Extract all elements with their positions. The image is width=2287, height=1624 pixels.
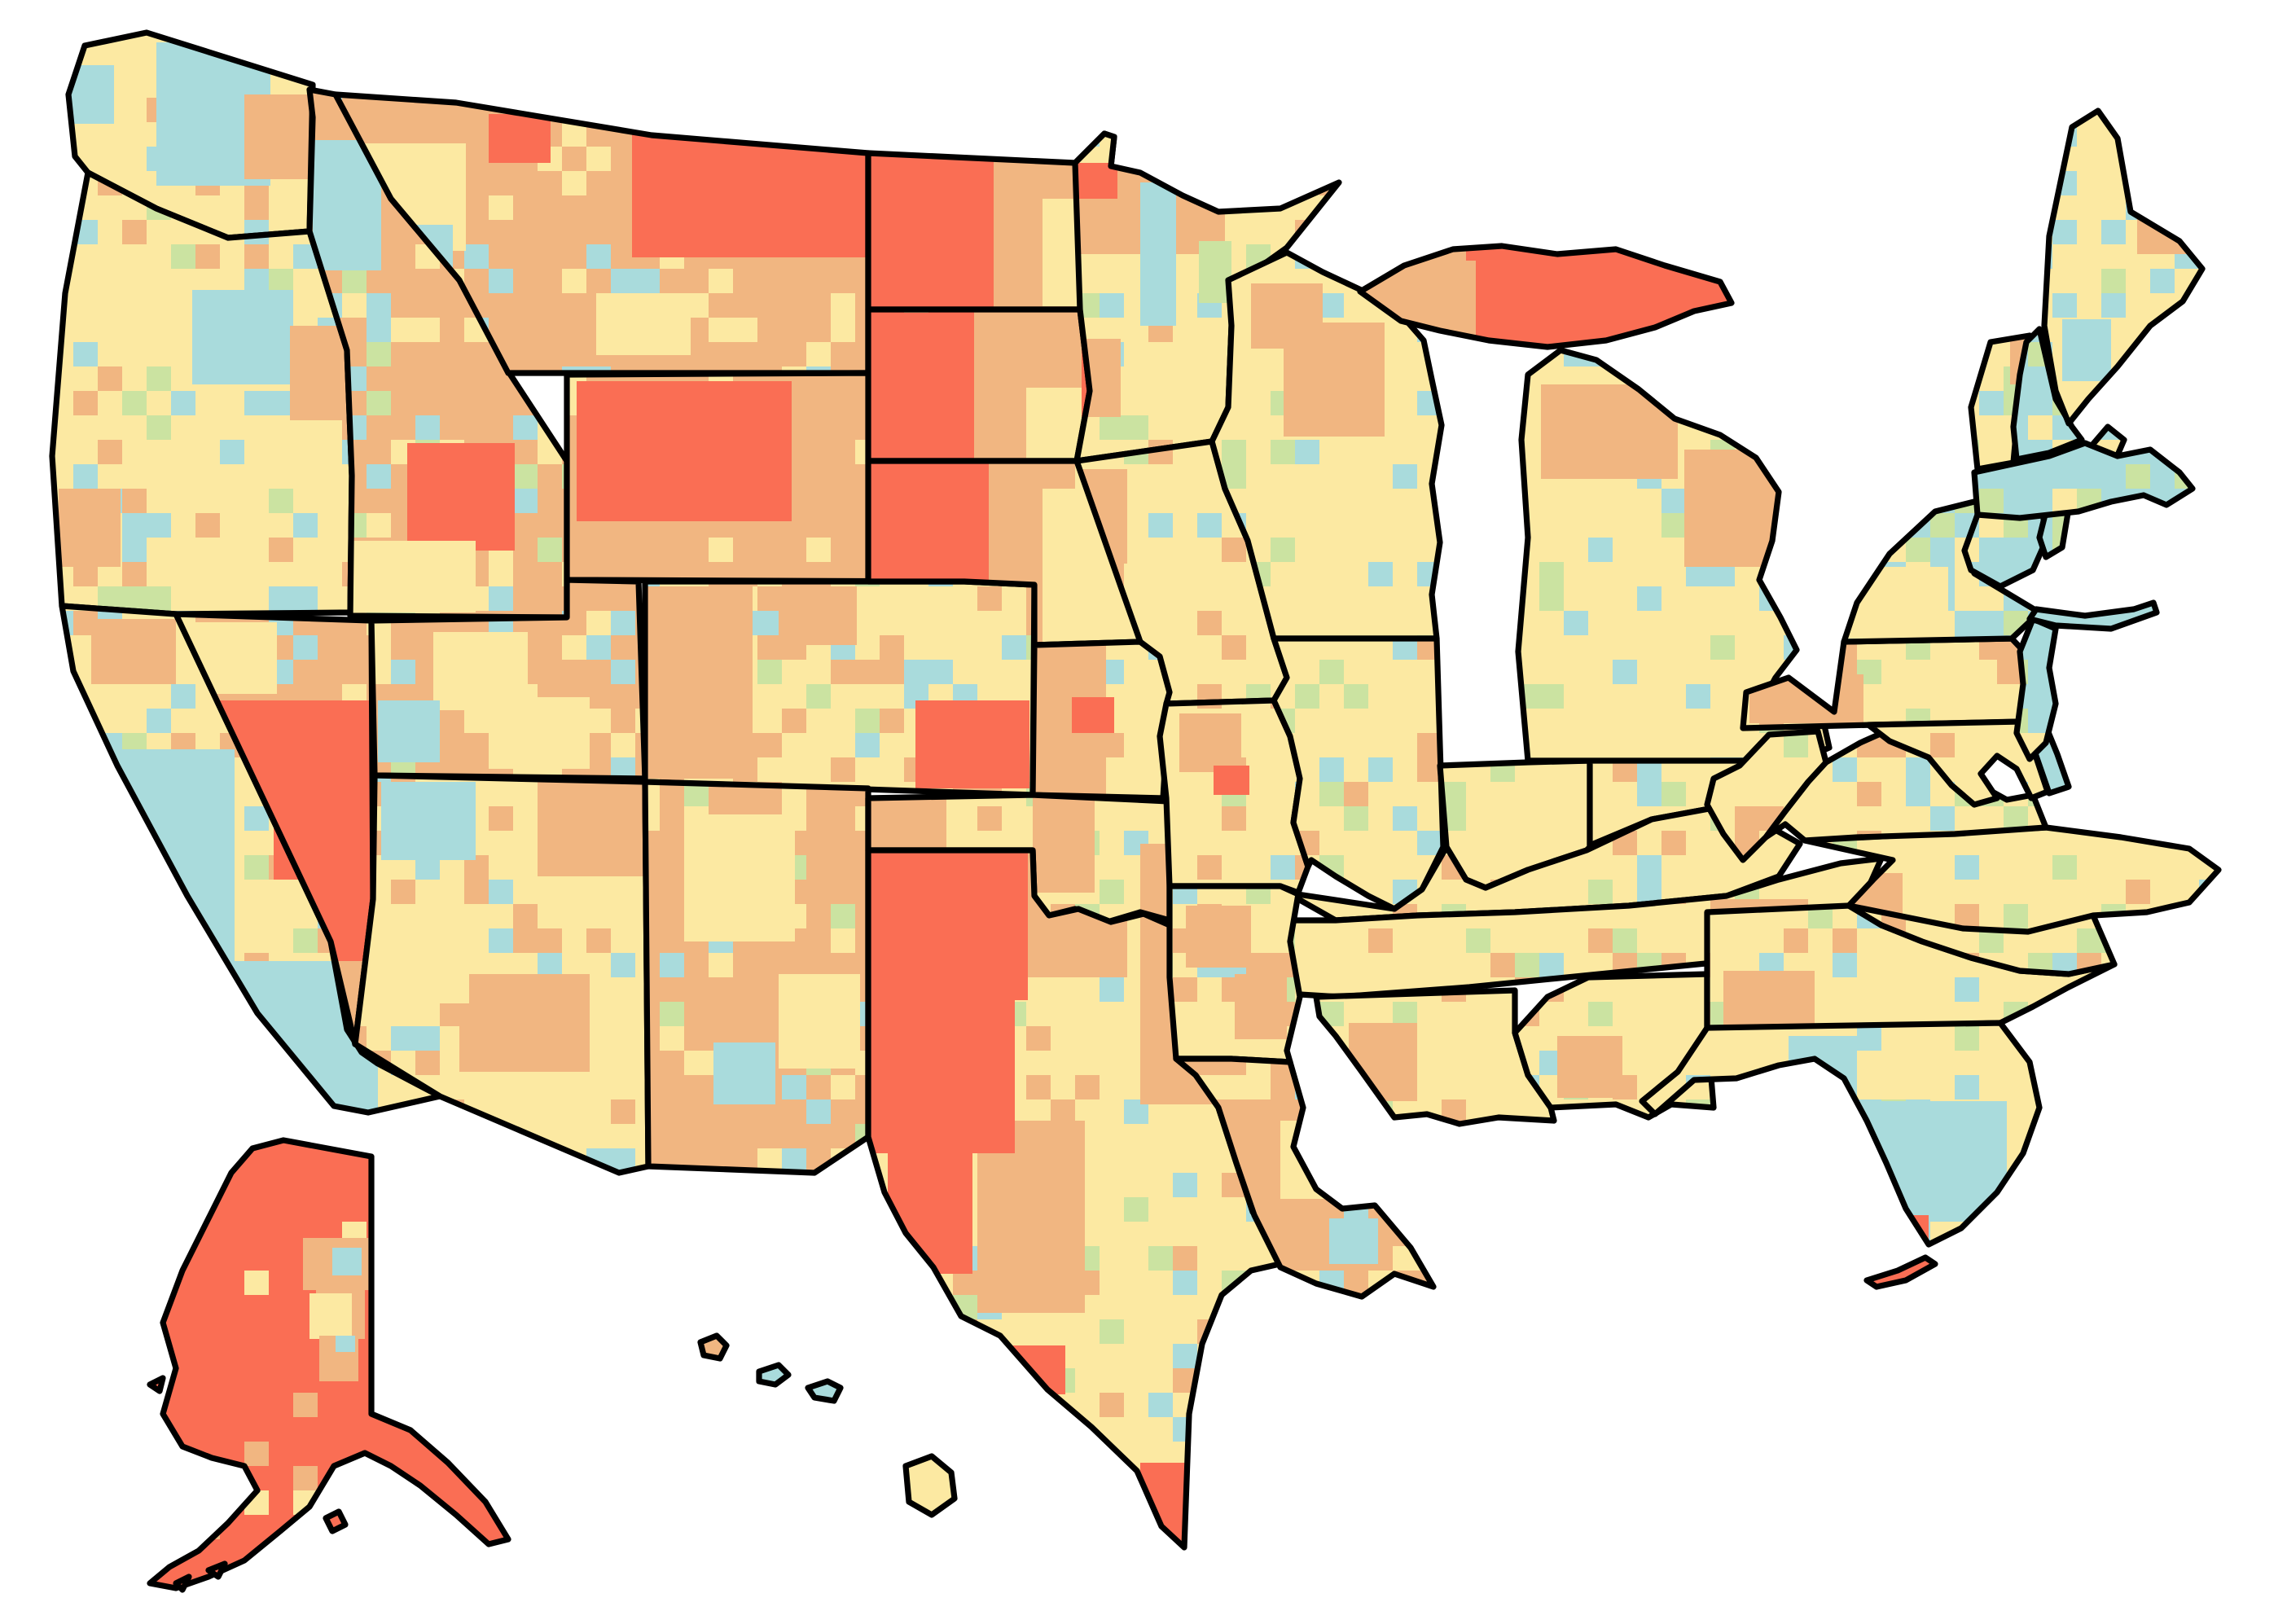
state-border-ME[interactable] xyxy=(2041,108,2206,427)
state-HI-BIG[interactable] xyxy=(896,1446,964,1525)
state-border-FL-KEYS[interactable] xyxy=(1863,1254,1938,1290)
state-fill-NM xyxy=(645,782,868,1173)
state-fill-PA xyxy=(1743,639,2039,728)
state-HI-OAHU[interactable] xyxy=(749,1355,798,1394)
state-border-MI[interactable] xyxy=(1515,347,1833,764)
state-fill-CO xyxy=(645,582,1034,795)
state-AK-ALEUT1[interactable] xyxy=(199,1554,235,1587)
state-border-HI-KAUAI[interactable] xyxy=(697,1332,730,1362)
state-fill-OR xyxy=(52,173,352,614)
state-border-HI-OAHU[interactable] xyxy=(756,1362,792,1388)
state-AK-ALEUT2[interactable] xyxy=(166,1567,199,1600)
state-border-NY[interactable] xyxy=(1841,424,2127,645)
state-border-WV[interactable] xyxy=(1704,728,1829,863)
state-border-AK-ALEUT1[interactable] xyxy=(205,1560,228,1580)
state-OR[interactable] xyxy=(42,163,367,635)
state-border-AR[interactable] xyxy=(1166,883,1303,1065)
state-border-NJ[interactable] xyxy=(2013,616,2059,762)
state-AK-KODIAK[interactable] xyxy=(316,1502,355,1541)
state-HI-KAUAI[interactable] xyxy=(691,1326,736,1368)
state-border-FL[interactable] xyxy=(1639,1020,2043,1248)
state-border-NM[interactable] xyxy=(642,779,871,1176)
state-border-SC[interactable] xyxy=(1846,902,2118,977)
state-CO[interactable] xyxy=(635,562,1051,806)
state-fill-KS xyxy=(1033,642,1170,798)
state-border-MA[interactable] xyxy=(1971,440,2196,521)
state-border-TX[interactable] xyxy=(865,847,1290,1551)
state-KS[interactable] xyxy=(1023,632,1179,808)
state-border-NY-LI[interactable] xyxy=(2026,599,2160,632)
state-fill-MO xyxy=(1160,700,1308,893)
state-border-MI-UP[interactable] xyxy=(1357,243,1735,350)
state-SD[interactable] xyxy=(855,293,1100,471)
state-border-HI-BIG[interactable] xyxy=(902,1453,958,1518)
state-border-MN[interactable] xyxy=(1072,130,1342,464)
state-HI-MAUI[interactable] xyxy=(798,1372,850,1411)
state-border-HI-MAUI[interactable] xyxy=(805,1378,844,1404)
state-fill-SD xyxy=(868,309,1090,461)
state-AK-STLAW[interactable] xyxy=(140,1368,173,1401)
state-border-AK-ALEUT2[interactable] xyxy=(173,1574,192,1593)
state-AR[interactable] xyxy=(1148,876,1319,1072)
state-border-NC[interactable] xyxy=(1802,824,2222,935)
state-fill-AR xyxy=(1170,886,1300,1062)
state-NM[interactable] xyxy=(635,772,880,1183)
state-border-AK-KODIAK[interactable] xyxy=(323,1508,349,1534)
state-border-AK[interactable] xyxy=(147,1137,511,1591)
state-border-AK-STLAW[interactable] xyxy=(147,1375,166,1394)
state-border-LA[interactable] xyxy=(1173,1056,1437,1300)
